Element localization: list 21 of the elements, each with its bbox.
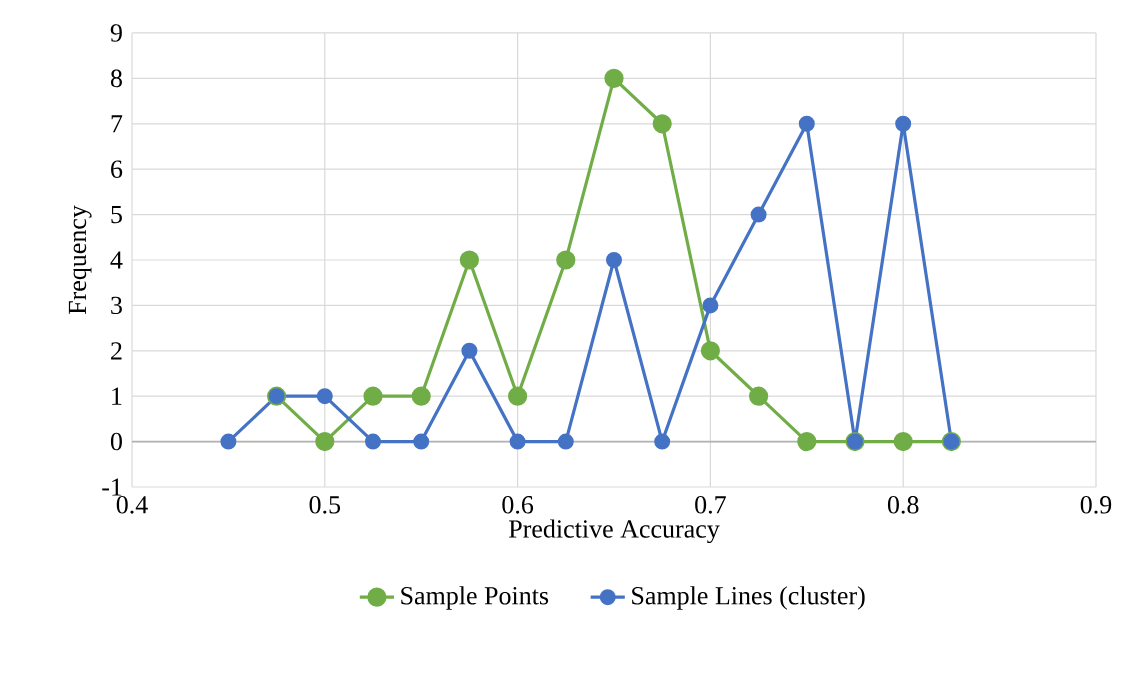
- y-tick-label: 7: [111, 115, 123, 133]
- y-tick-label: 6: [111, 160, 123, 178]
- y-tick-label: 2: [111, 342, 122, 360]
- x-axis-title: Predictive Accuracy: [509, 519, 720, 544]
- x-tick-label: 0.6: [502, 496, 534, 514]
- x-tick-label: 0.8: [887, 496, 919, 514]
- y-tick-label: 4: [110, 251, 123, 269]
- y-tick-label: 0: [110, 432, 122, 451]
- y-tick-label: 9: [110, 24, 122, 42]
- legend-label: Sample Points: [401, 586, 549, 610]
- x-tick-label: 0.9: [1080, 496, 1112, 514]
- legend-label: Sample Lines (cluster): [632, 586, 865, 610]
- y-tick-label: -1: [102, 478, 122, 496]
- x-tick-label: 0.7: [695, 496, 726, 514]
- x-tick-label: 0.4: [116, 496, 148, 514]
- x-tick-label: 0.5: [309, 496, 341, 514]
- y-tick-label: 1: [112, 387, 122, 405]
- y-tick-label: 8: [110, 69, 122, 88]
- y-tick-label: 3: [111, 296, 122, 315]
- y-axis-title: Frequency: [68, 205, 92, 315]
- y-tick-label: 5: [111, 205, 122, 224]
